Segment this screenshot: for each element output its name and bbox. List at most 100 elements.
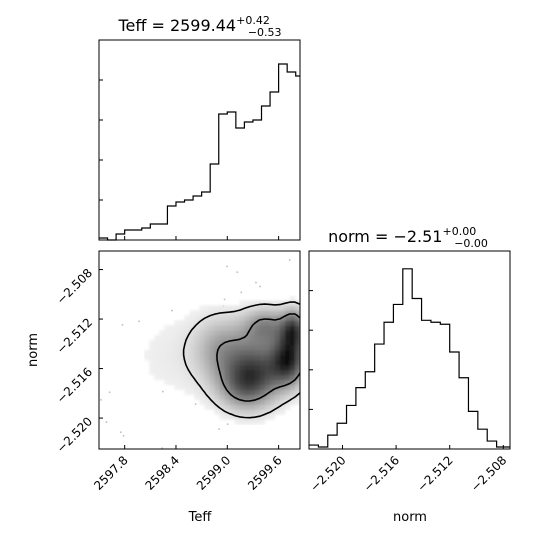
density-cell (279, 389, 286, 395)
density-cell (204, 310, 210, 316)
density-cell (189, 330, 195, 336)
density-cell (254, 340, 261, 346)
density-cell (269, 315, 276, 321)
density-cell (219, 345, 226, 351)
density-cell (199, 305, 205, 311)
density-cell (184, 315, 190, 321)
density-cell (239, 394, 246, 400)
norm-title-sub: −0.00 (454, 237, 488, 250)
density-cell (209, 305, 215, 311)
sample-point (108, 391, 111, 394)
density-cell (209, 404, 215, 410)
density-cell (289, 374, 296, 381)
density-cell (294, 359, 300, 366)
density-cell (199, 364, 205, 371)
density-cell (209, 330, 215, 336)
density-cell (144, 354, 150, 361)
density-cell (294, 325, 300, 331)
teff-xlabel: Teff (188, 510, 213, 525)
sample-point (138, 320, 141, 323)
density-cell (234, 359, 241, 366)
density-cell (234, 320, 241, 326)
density-cell (149, 340, 155, 346)
density-cell (284, 369, 291, 376)
density-cell (294, 310, 300, 316)
density-cell (229, 374, 236, 381)
density-cell (224, 404, 231, 410)
density-cell (209, 315, 215, 321)
density-cell (224, 364, 231, 371)
density-cell (149, 354, 155, 361)
density-cell (269, 330, 276, 336)
density-cell (204, 345, 210, 351)
density-cell (254, 350, 261, 356)
density-cell (199, 330, 205, 336)
density-cell (284, 379, 291, 386)
density-cell (269, 414, 276, 420)
density-cell (284, 374, 291, 381)
density-cell (189, 310, 195, 316)
density-cell (244, 340, 251, 346)
density-cell (219, 330, 226, 336)
density-cell (204, 399, 210, 405)
norm-hist-xtick-label: −2.520 (307, 453, 348, 494)
density-cell (164, 364, 170, 371)
density-cell (254, 330, 261, 336)
density-cell (249, 389, 256, 395)
density-cell (289, 335, 296, 341)
density-cell (259, 340, 266, 346)
density-cell (209, 335, 215, 341)
density-cell (224, 369, 231, 376)
density-cell (159, 340, 165, 346)
norm-title: norm = −2.51+0.00 −0.00 (328, 225, 488, 250)
density-cell (214, 409, 220, 415)
density-cell (264, 335, 271, 341)
density-cell (194, 384, 200, 390)
density-cell (149, 369, 155, 376)
density-cell (184, 345, 190, 351)
sample-point (100, 398, 103, 401)
density-cell (234, 394, 241, 400)
density-cell (239, 409, 246, 415)
density-cell (269, 320, 276, 326)
density-cell (254, 369, 261, 376)
density-cell (234, 419, 241, 425)
density-cell (174, 369, 180, 376)
density-cell (209, 325, 215, 331)
density-cell (249, 369, 256, 376)
density-cell (229, 340, 236, 346)
density-cell (289, 300, 296, 306)
density-cell (199, 315, 205, 321)
density-cell (189, 389, 195, 395)
density-cell (204, 305, 210, 311)
density-cell (209, 374, 215, 381)
density-cell (289, 330, 296, 336)
density-cell (229, 335, 236, 341)
density-cell (259, 369, 266, 376)
density-cell (199, 340, 205, 346)
density-cell (224, 325, 231, 331)
density-cell (234, 389, 241, 395)
density-cell (214, 384, 220, 390)
density-cell (174, 340, 180, 346)
teff-xtick-label: 2599.0 (194, 453, 234, 493)
density-cell (279, 325, 286, 331)
density-cell (274, 364, 281, 371)
norm-ytick-label: −2.508 (54, 266, 95, 307)
density-cell (224, 315, 231, 321)
density-cell (264, 305, 271, 311)
density-cell (179, 330, 185, 336)
density-cell (244, 419, 251, 425)
density-cell (189, 359, 195, 366)
density-cell (179, 350, 185, 356)
density-cell (154, 354, 160, 361)
density-cell (224, 399, 231, 405)
density-cell (224, 305, 231, 311)
sample-point (122, 434, 125, 437)
density-cell (239, 369, 246, 376)
density-cell (229, 369, 236, 376)
density-cell (169, 354, 175, 361)
density-cell (249, 379, 256, 386)
density-cell (274, 350, 281, 356)
density-cell (169, 330, 175, 336)
